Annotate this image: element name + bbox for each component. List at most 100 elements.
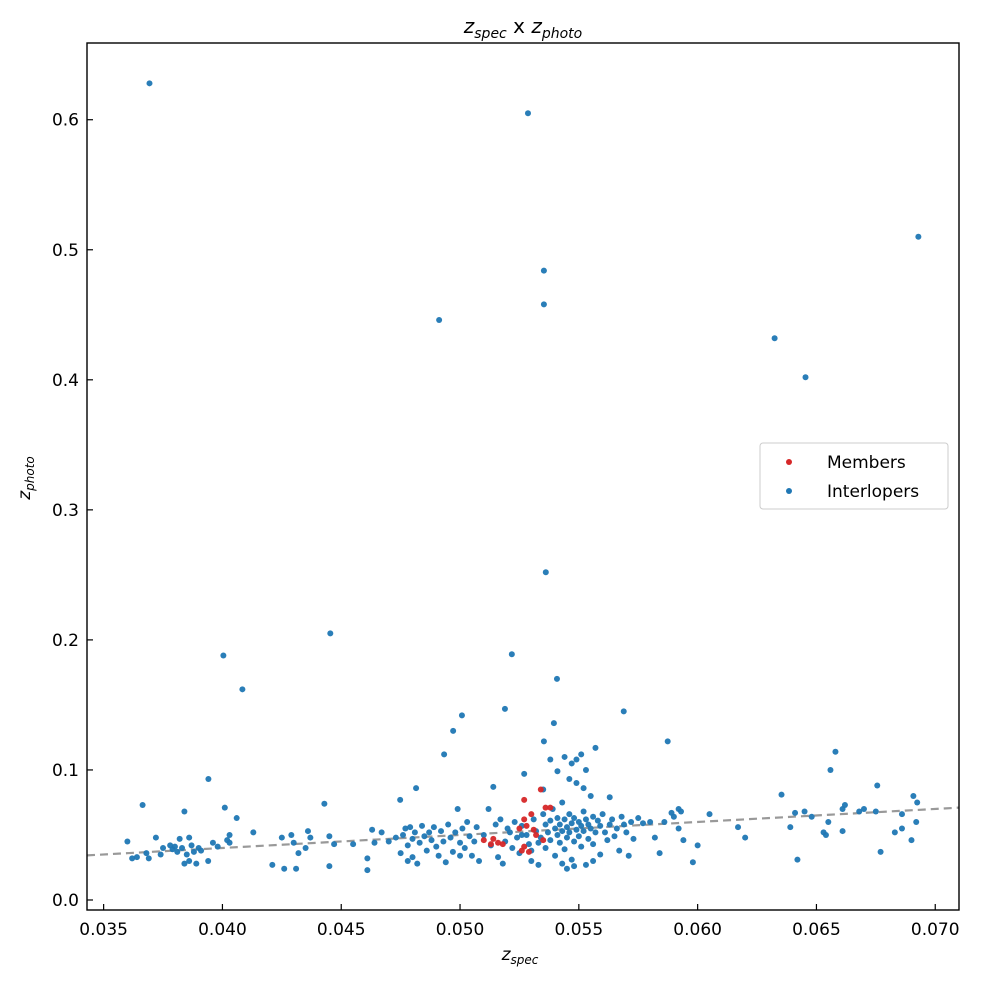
data-point-interlopers [326,863,333,870]
data-point-interlopers [675,825,682,832]
data-point-interlopers [587,825,594,832]
data-point-members [533,831,540,838]
data-point-interlopers [485,805,492,812]
data-point-interlopers [438,828,445,835]
x-tick-label: 0.055 [555,920,604,940]
data-point-interlopers [578,822,585,829]
data-point-interlopers [157,851,164,858]
data-point-interlopers [404,842,411,849]
data-point-interlopers [680,837,687,844]
legend-label-members: Members [827,453,906,473]
legend-marker-interlopers [786,488,792,494]
data-point-interlopers [290,839,297,846]
data-point-interlopers [435,852,442,859]
y-tick-label: 0.2 [52,631,79,651]
data-point-interlopers [139,802,146,809]
data-point-interlopers [597,851,604,858]
legend-marker-members [786,459,792,465]
data-point-interlopers [442,859,449,866]
data-point-interlopers [414,860,421,867]
data-point-interlopers [459,825,466,832]
data-point-interlopers [566,829,573,836]
data-point-interlopers [592,829,599,836]
data-point-interlopers [860,805,867,812]
x-tick-label: 0.065 [792,920,841,940]
data-point-interlopers [578,751,585,758]
data-point-interlopers [457,852,464,859]
data-point-members [499,841,506,848]
data-point-interlopers [160,844,167,851]
data-point-interlopers [293,865,300,872]
data-point-interlopers [220,652,227,659]
y-axis-label: zphoto [15,456,37,501]
data-point-interlopers [497,816,504,823]
data-point-interlopers [307,834,314,841]
data-point-interlopers [457,839,464,846]
data-point-interlopers [221,804,228,811]
data-point-interlopers [559,860,566,867]
data-point-members [537,786,544,793]
data-point-interlopers [571,815,578,822]
data-point-interlopers [404,857,411,864]
data-point-interlopers [205,776,212,783]
data-point-interlopers [771,335,778,342]
x-tick-label: 0.045 [317,920,366,940]
data-point-interlopers [647,818,654,825]
data-point-interlopers [402,825,409,832]
data-point-interlopers [580,828,587,835]
data-point-interlopers [288,831,295,838]
data-point-interlopers [670,813,677,820]
data-point-interlopers [563,834,570,841]
data-point-interlopers [563,824,570,831]
x-tick-label: 0.070 [911,920,960,940]
data-point-interlopers [544,829,551,836]
data-point-interlopers [580,808,587,815]
data-point-interlopers [825,818,832,825]
data-point-interlopers [787,824,794,831]
data-point-interlopers [445,821,452,828]
data-point-interlopers [413,785,420,792]
data-point-interlopers [350,841,357,848]
x-tick-label: 0.040 [198,920,247,940]
data-point-interlopers [689,859,696,866]
data-point-interlopers [364,867,371,874]
data-point-interlopers [464,818,471,825]
data-point-interlopers [269,861,276,868]
data-point-interlopers [554,815,561,822]
data-point-interlopers [409,854,416,861]
data-point-interlopers [550,720,557,727]
data-point-interlopers [278,834,285,841]
chart-title: zspec x zphoto [463,14,582,42]
legend-label-interlopers: Interlopers [827,482,919,502]
data-point-members [523,822,530,829]
data-point-interlopers [326,833,333,840]
data-point-interlopers [587,792,594,799]
data-point-interlopers [447,834,454,841]
data-point-interlopers [179,844,186,851]
data-point-interlopers [295,850,302,857]
data-point-interlopers [599,811,606,818]
data-point-interlopers [511,818,518,825]
data-point-interlopers [499,860,506,867]
data-point-interlopers [594,817,601,824]
data-point-interlopers [913,818,920,825]
data-point-interlopers [568,760,575,767]
data-point-interlopers [476,857,483,864]
data-point-interlopers [552,825,559,832]
data-point-interlopers [554,831,561,838]
data-point-interlopers [509,844,516,851]
data-point-interlopers [590,841,597,848]
data-point-interlopers [694,842,701,849]
data-point-interlopers [535,839,542,846]
data-point-members [528,811,535,818]
data-point-interlopers [568,856,575,863]
data-point-interlopers [547,756,554,763]
data-point-interlopers [321,800,328,807]
data-point-interlopers [428,837,435,844]
data-point-interlopers [281,865,288,872]
data-point-interlopers [530,816,537,823]
data-point-interlopers [573,779,580,786]
data-point-interlopers [421,833,428,840]
data-point-interlopers [542,569,549,576]
